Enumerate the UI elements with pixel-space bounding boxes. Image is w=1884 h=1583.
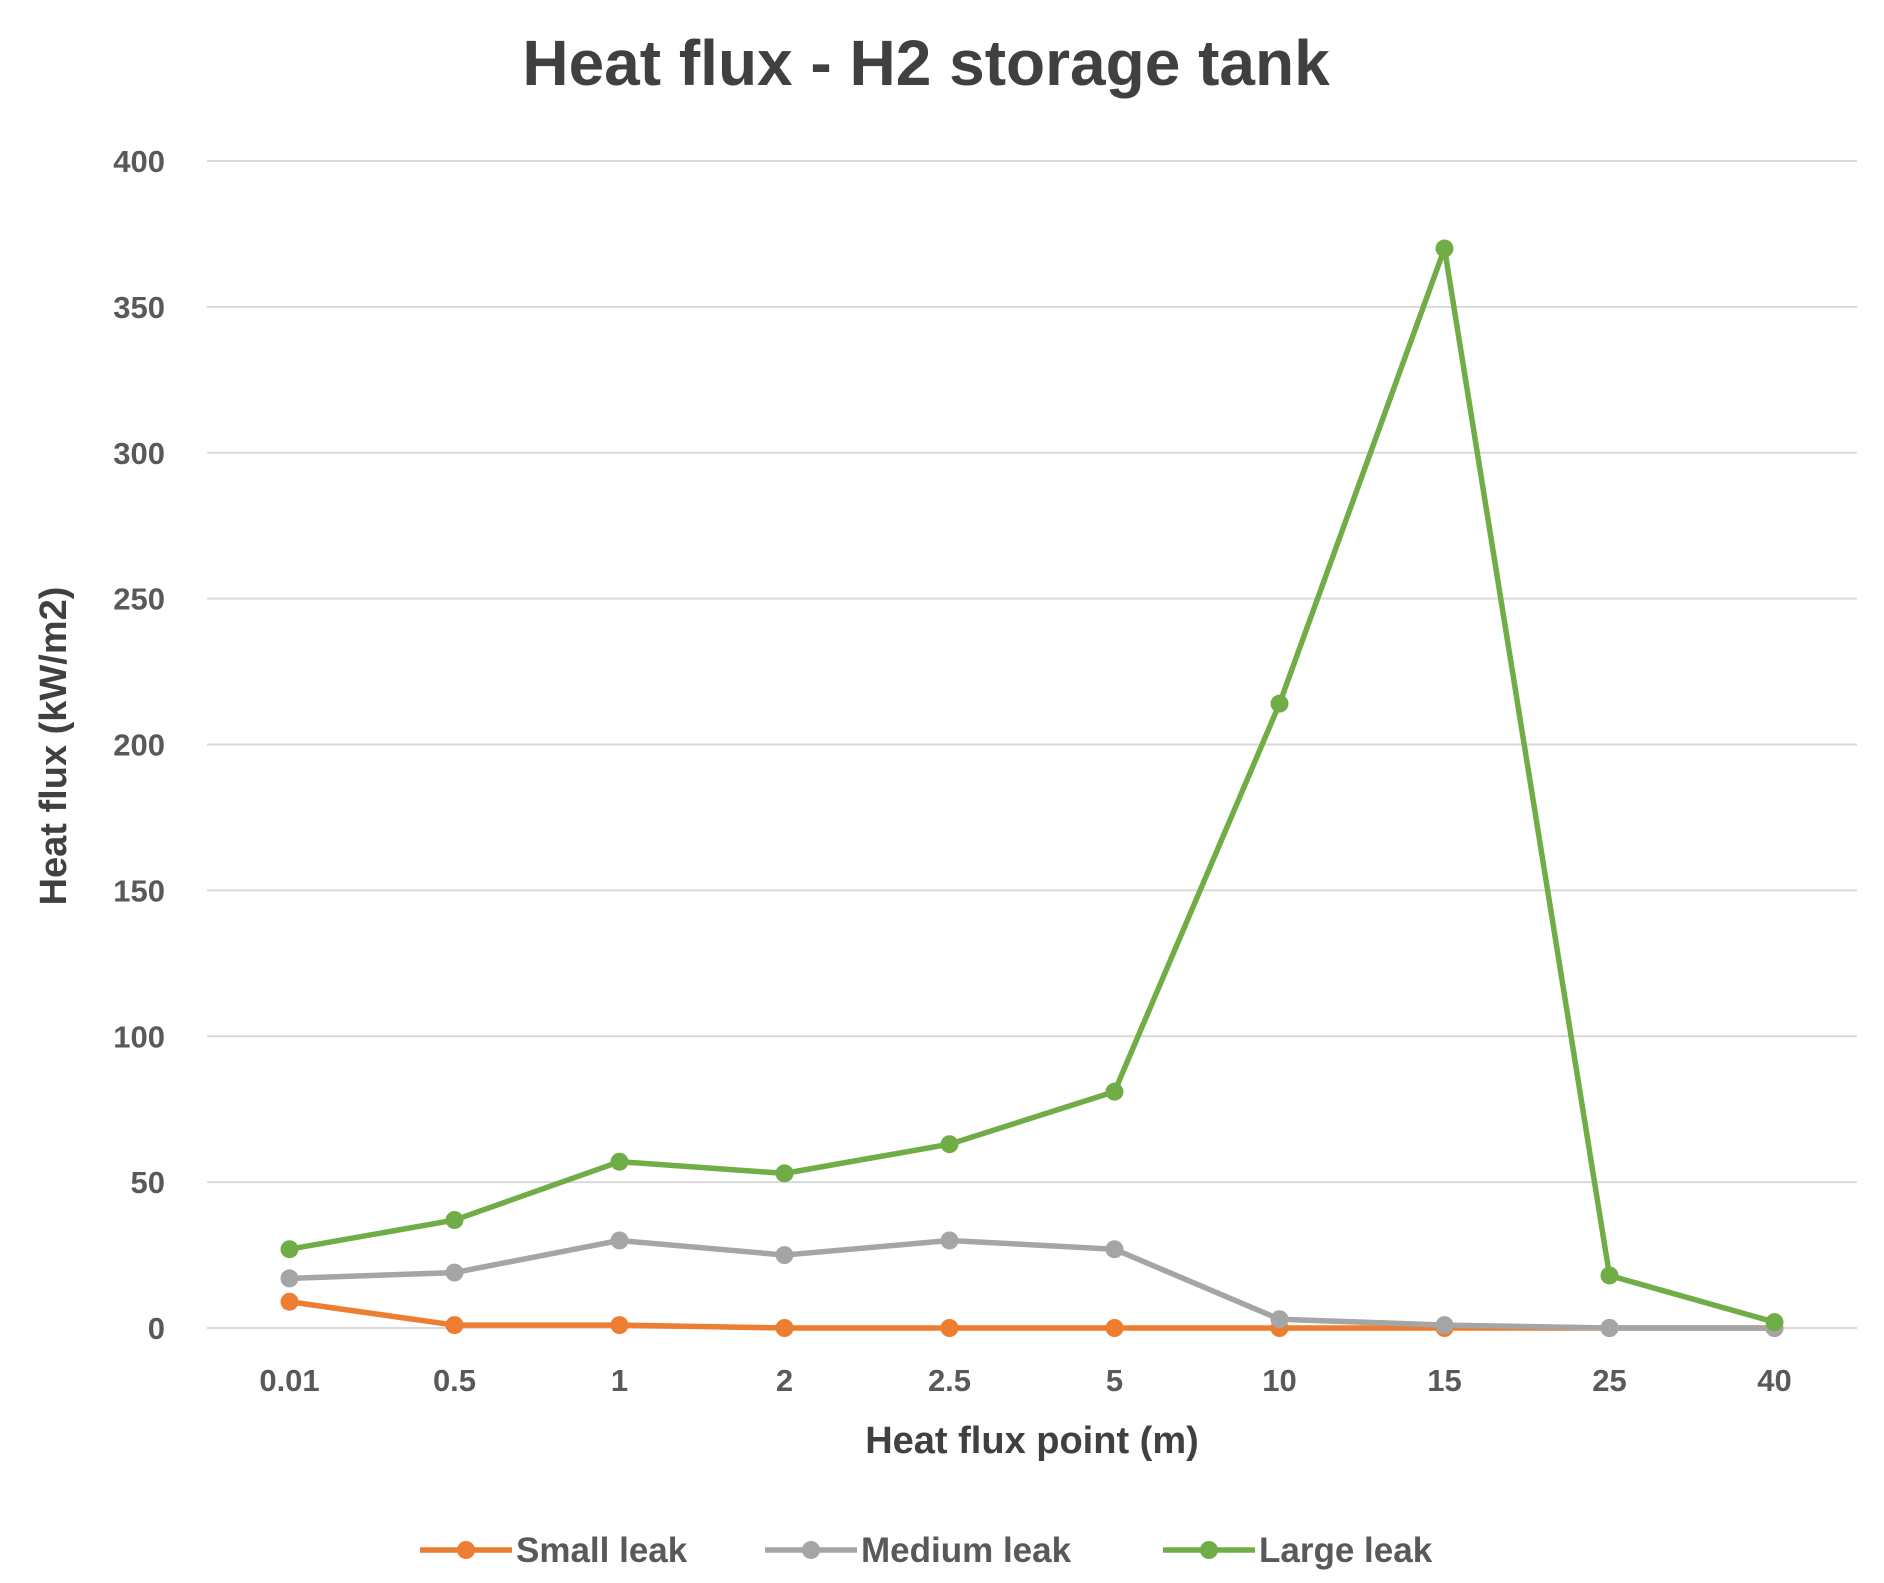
- data-point-small-leak: [940, 1319, 959, 1337]
- y-axis-title: Heat flux (kW/m2): [33, 587, 75, 906]
- x-tick-label: 10: [1262, 1363, 1296, 1398]
- y-tick-label: 50: [131, 1165, 165, 1200]
- data-point-large-leak: [1270, 694, 1289, 713]
- data-point-small-leak: [610, 1316, 629, 1335]
- y-tick-label: 300: [113, 436, 165, 471]
- data-point-small-leak: [445, 1316, 464, 1335]
- series-large-leak: [280, 239, 1784, 1332]
- series-small-leak: [280, 1292, 1784, 1337]
- legend-item-medium-leak: Medium leak: [765, 1531, 1072, 1570]
- legend-label: Large leak: [1259, 1531, 1433, 1570]
- x-tick-label: 40: [1757, 1363, 1791, 1398]
- x-axis-title: Heat flux point (m): [865, 1420, 1199, 1462]
- data-point-medium-leak: [610, 1231, 629, 1250]
- chart-title: Heat flux - H2 storage tank: [522, 27, 1330, 99]
- data-point-small-leak: [1105, 1319, 1124, 1337]
- series-lines: [280, 239, 1784, 1337]
- data-point-medium-leak: [775, 1246, 794, 1265]
- x-axis-ticks: 0.01 0.5 1 2 2.5 5 10 15 25 40: [259, 1363, 1791, 1398]
- data-point-medium-leak: [1270, 1310, 1289, 1329]
- legend: Small leak Medium leak Large leak: [420, 1531, 1433, 1570]
- data-point-large-leak: [280, 1240, 299, 1259]
- x-tick-label: 0.5: [433, 1363, 476, 1398]
- data-point-large-leak: [1600, 1266, 1619, 1285]
- series-line-small-leak: [286, 1298, 1778, 1331]
- y-tick-label: 350: [113, 290, 165, 325]
- y-tick-label: 250: [113, 582, 165, 617]
- x-tick-label: 15: [1427, 1363, 1461, 1398]
- data-point-large-leak: [1765, 1313, 1784, 1332]
- data-point-medium-leak: [1105, 1240, 1124, 1259]
- data-point-medium-leak: [280, 1269, 299, 1288]
- x-tick-label: 0.01: [259, 1363, 319, 1398]
- legend-swatch-marker: [802, 1541, 820, 1559]
- y-tick-label: 200: [113, 728, 165, 763]
- data-point-small-leak: [280, 1292, 299, 1311]
- legend-label: Medium leak: [861, 1531, 1072, 1570]
- y-tick-label: 100: [113, 1019, 165, 1054]
- legend-item-small-leak: Small leak: [420, 1531, 688, 1570]
- data-point-small-leak: [775, 1319, 794, 1337]
- x-tick-label: 2: [776, 1363, 793, 1398]
- y-tick-label: 400: [113, 144, 165, 179]
- y-tick-label: 150: [113, 873, 165, 908]
- legend-swatch-marker: [457, 1541, 475, 1559]
- data-point-medium-leak: [1600, 1319, 1619, 1337]
- data-point-large-leak: [940, 1135, 959, 1154]
- x-tick-label: 5: [1106, 1363, 1123, 1398]
- data-point-large-leak: [610, 1152, 629, 1171]
- data-point-large-leak: [775, 1164, 794, 1183]
- series-medium-leak: [280, 1231, 1784, 1337]
- data-point-large-leak: [1105, 1082, 1124, 1101]
- series-line-medium-leak: [286, 1237, 1778, 1331]
- data-point-large-leak: [445, 1211, 464, 1230]
- data-point-medium-leak: [445, 1263, 464, 1282]
- legend-item-large-leak: Large leak: [1163, 1531, 1433, 1570]
- x-tick-label: 25: [1592, 1363, 1626, 1398]
- x-tick-label: 1: [611, 1363, 628, 1398]
- data-point-medium-leak: [940, 1231, 959, 1250]
- data-point-large-leak: [1435, 239, 1454, 258]
- data-point-medium-leak: [1435, 1316, 1454, 1335]
- x-tick-label: 2.5: [928, 1363, 971, 1398]
- series-line-large-leak: [286, 245, 1778, 1325]
- y-tick-label: 0: [148, 1311, 165, 1346]
- legend-label: Small leak: [516, 1531, 688, 1570]
- y-axis-ticks: 0 50 100 150 200 250 300 350 400: [113, 144, 165, 1346]
- gridlines: [207, 160, 1857, 1329]
- legend-swatch-marker: [1200, 1541, 1218, 1559]
